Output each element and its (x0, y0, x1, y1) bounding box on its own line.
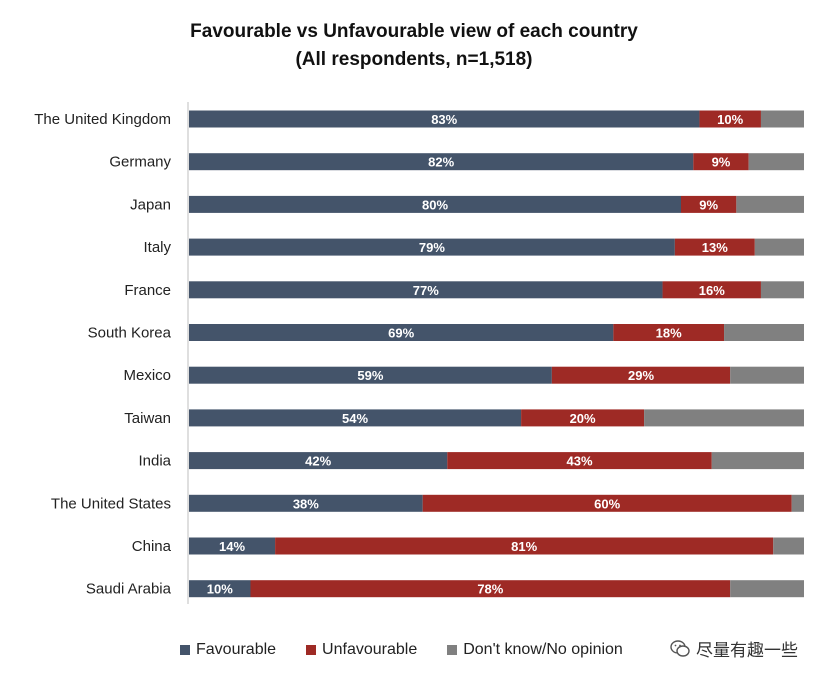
bar-germany-unfavourable (693, 153, 749, 171)
category-label-india: India (138, 453, 171, 470)
bar-mexico-favourable (189, 366, 552, 384)
value-label-taiwan-unfavourable: 20% (570, 411, 596, 426)
wechat-icon (670, 639, 690, 657)
bar-mexico-unfavourable (551, 366, 731, 384)
bar-saudi-arabia-don-t-know-no-opinion (730, 580, 804, 598)
value-label-taiwan-favourable: 54% (342, 411, 368, 426)
bar-japan-unfavourable (681, 195, 737, 213)
legend-label-favourable: Favourable (196, 641, 277, 658)
value-label-india-unfavourable: 43% (567, 454, 593, 469)
chart-subtitle: (All respondents, n=1,518) (295, 49, 533, 70)
value-label-the-united-states-favourable: 38% (293, 496, 319, 511)
value-label-japan-favourable: 80% (422, 197, 448, 212)
value-label-italy-unfavourable: 13% (702, 240, 728, 255)
category-label-taiwan: Taiwan (124, 410, 171, 427)
legend-label-unfavourable: Unfavourable (322, 641, 418, 658)
category-label-china: China (132, 538, 172, 555)
bar-south-korea-don-t-know-no-opinion (724, 324, 804, 341)
bar-china-favourable (189, 537, 276, 555)
value-label-china-unfavourable: 81% (511, 539, 537, 554)
category-label-the-united-states: The United States (51, 495, 171, 512)
value-label-mexico-favourable: 59% (357, 368, 383, 383)
legend-swatch-dont-know (447, 645, 458, 655)
bar-india-favourable (189, 452, 448, 470)
bar-taiwan-favourable (189, 409, 522, 427)
value-label-the-united-states-unfavourable: 60% (594, 496, 620, 511)
value-label-france-favourable: 77% (413, 283, 439, 298)
value-label-the-united-kingdom-unfavourable: 10% (717, 112, 743, 127)
bar-france-favourable (189, 281, 663, 299)
bar-france-unfavourable (662, 281, 761, 299)
legend-swatch-favourable (180, 645, 190, 655)
bar-the-united-states-don-t-know-no-opinion (791, 494, 804, 512)
category-label-japan: Japan (130, 196, 171, 213)
bar-india-don-t-know-no-opinion (711, 452, 804, 470)
category-label-france: France (124, 282, 171, 299)
category-label-mexico: Mexico (123, 367, 171, 384)
bar-india-unfavourable (447, 452, 712, 470)
bar-south-korea-favourable (189, 324, 614, 341)
value-label-china-favourable: 14% (219, 539, 245, 554)
value-label-germany-favourable: 82% (428, 155, 454, 170)
value-label-south-korea-favourable: 69% (388, 326, 414, 341)
bar-mexico-don-t-know-no-opinion (730, 366, 804, 384)
bar-france-don-t-know-no-opinion (760, 281, 804, 299)
bar-taiwan-unfavourable (521, 409, 645, 427)
value-label-saudi-arabia-favourable: 10% (207, 582, 233, 597)
bar-germany-favourable (189, 153, 694, 171)
legend-item-dont-know: Don't know/No opinion (447, 641, 623, 659)
category-label-germany: Germany (109, 154, 171, 171)
bar-the-united-states-favourable (189, 494, 423, 512)
value-label-south-korea-unfavourable: 18% (656, 326, 682, 341)
value-label-italy-favourable: 79% (419, 240, 445, 255)
category-label-the-united-kingdom: The United Kingdom (34, 111, 171, 128)
value-label-saudi-arabia-unfavourable: 78% (477, 582, 503, 597)
category-label-saudi-arabia: Saudi Arabia (86, 581, 172, 598)
legend-label-dont-know: Don't know/No opinion (463, 641, 623, 658)
bar-the-united-states-unfavourable (422, 494, 792, 512)
bar-the-united-kingdom-don-t-know-no-opinion (760, 110, 804, 128)
bar-japan-don-t-know-no-opinion (736, 195, 804, 213)
legend: Favourable Unfavourable Don't know/No op… (180, 640, 653, 660)
bar-italy-don-t-know-no-opinion (754, 238, 804, 256)
bar-taiwan-don-t-know-no-opinion (644, 409, 804, 427)
bar-south-korea-unfavourable (613, 324, 725, 341)
watermark: 尽量有趣一些 (668, 636, 800, 661)
watermark-text: 尽量有趣一些 (696, 641, 798, 660)
value-label-germany-unfavourable: 9% (712, 155, 731, 170)
bar-the-united-kingdom-unfavourable (699, 110, 761, 128)
legend-swatch-unfavourable (306, 645, 317, 655)
chart-title: Favourable vs Unfavourable view of each … (190, 21, 638, 42)
legend-item-unfavourable: Unfavourable (306, 641, 417, 659)
legend-item-favourable: Favourable (180, 641, 276, 659)
category-label-south-korea: South Korea (88, 325, 172, 342)
value-label-the-united-kingdom-favourable: 83% (431, 112, 457, 127)
bar-china-unfavourable (275, 537, 774, 555)
value-label-mexico-unfavourable: 29% (628, 368, 654, 383)
bar-germany-don-t-know-no-opinion (748, 153, 804, 171)
bar-china-don-t-know-no-opinion (773, 537, 804, 555)
bar-italy-favourable (189, 238, 675, 256)
category-label-italy: Italy (143, 239, 171, 256)
value-label-japan-unfavourable: 9% (699, 197, 718, 212)
bar-italy-unfavourable (674, 238, 755, 256)
bar-japan-favourable (189, 195, 681, 213)
bar-saudi-arabia-favourable (189, 580, 251, 598)
value-label-france-unfavourable: 16% (699, 283, 725, 298)
bar-the-united-kingdom-favourable (189, 110, 700, 128)
bar-saudi-arabia-unfavourable (250, 580, 731, 598)
value-label-india-favourable: 42% (305, 454, 331, 469)
